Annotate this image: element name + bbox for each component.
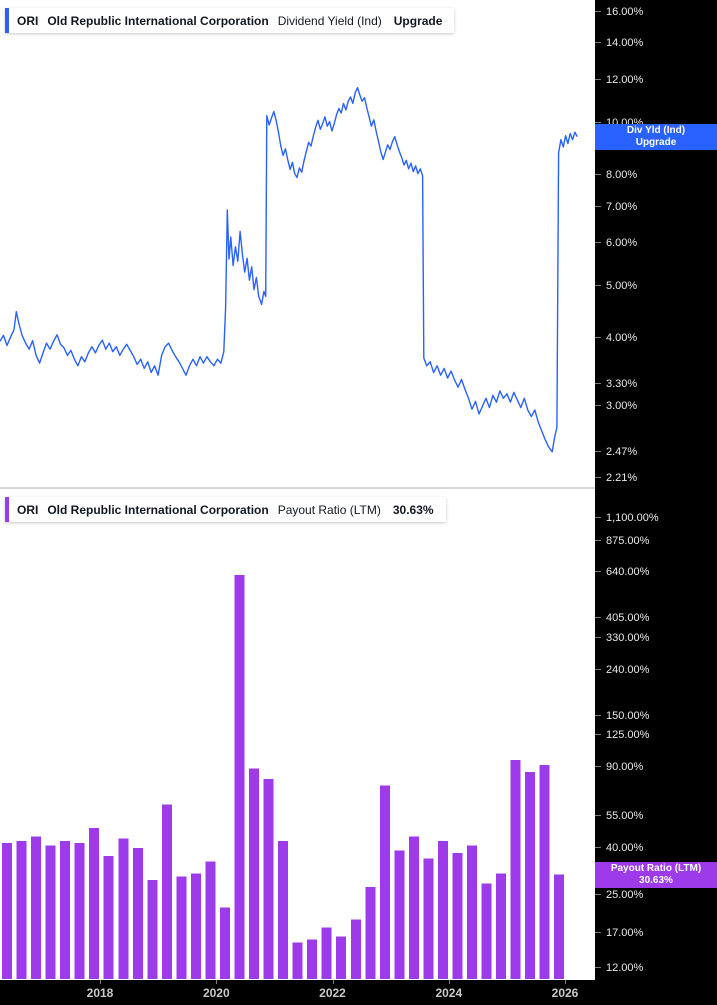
payout-ratio-bar: [321, 927, 332, 979]
y-axis-tick-label: 2.47%: [595, 445, 717, 459]
payout-ratio-bar: [205, 861, 216, 979]
payout-ratio-bar: [452, 853, 463, 979]
price-label-line1: Payout Ratio (LTM): [610, 862, 702, 874]
series-color-marker-purple: [5, 497, 9, 522]
payout-ratio-bar: [423, 858, 434, 979]
y-axis-tick-label: 6.00%: [595, 236, 717, 250]
payout-ratio-bar: [394, 850, 405, 979]
payout-ratio-bar: [525, 771, 536, 979]
payout-ratio-bar: [176, 876, 187, 979]
indicator-name: Payout Ratio (LTM): [277, 502, 381, 517]
series-color-marker-blue: [5, 8, 9, 33]
payout-ratio-bar: [118, 838, 129, 979]
y-axis-tick-label: 17.00%: [595, 926, 717, 940]
payout-ratio-bar: [539, 765, 550, 979]
payout-ratio-bar: [74, 843, 85, 979]
payout-ratio-bar: [307, 939, 318, 979]
price-label-line2: Upgrade: [635, 136, 677, 148]
payout-ratio-bar: [350, 919, 361, 979]
y-axis-tick-label: 4.00%: [595, 331, 717, 345]
y-axis-tick-label: 55.00%: [595, 809, 717, 823]
payout-ratio-bar: [60, 840, 71, 979]
x-axis-year-label: 2018: [83, 980, 117, 1000]
payout-ratio-bar: [481, 883, 492, 979]
price-scale[interactable]: Div Yld (Ind) Upgrade Payout Ratio (LTM)…: [595, 0, 717, 1005]
legend-payout-ratio[interactable]: ORI Old Republic International Corporati…: [5, 497, 446, 522]
payout-ratio-bar: [336, 936, 347, 979]
payout-ratio-bar: [249, 768, 259, 979]
pane-divider[interactable]: [0, 487, 596, 489]
x-axis-year-label: 2024: [432, 980, 466, 1000]
x-axis-year-label: 2022: [316, 980, 350, 1000]
y-axis-tick-label: 330.00%: [595, 631, 717, 645]
payout-ratio-bar: [467, 845, 477, 979]
y-axis-tick-label: 14.00%: [595, 36, 717, 50]
dividend-yield-line-series: [0, 86, 578, 453]
y-axis-tick-label: 640.00%: [595, 565, 717, 579]
y-axis-tick-label: 40.00%: [595, 841, 717, 855]
y-axis-tick-label: 12.00%: [595, 961, 717, 975]
y-axis-tick-label: 2.21%: [595, 471, 717, 485]
payout-ratio-bar: [496, 873, 507, 979]
payout-ratio-bar: [103, 855, 114, 979]
y-axis-tick-label: 5.00%: [595, 279, 717, 293]
payout-ratio-bar: [89, 827, 100, 979]
company-name: Old Republic International Corporation: [47, 13, 269, 28]
y-axis-tick-label: 875.00%: [595, 534, 717, 548]
y-axis-tick-label: 150.00%: [595, 709, 717, 723]
company-name: Old Republic International Corporation: [47, 502, 269, 517]
ticker-symbol: ORI: [17, 502, 39, 517]
payout-ratio-value: 30.63%: [392, 502, 434, 517]
y-axis-tick-label: 8.00%: [595, 168, 717, 182]
payout-ratio-bar: [31, 836, 42, 979]
price-label-div-yld: Div Yld (Ind) Upgrade: [595, 123, 717, 150]
payout-ratio-bar: [190, 873, 201, 979]
payout-ratio-bar: [132, 848, 143, 979]
indicator-name: Dividend Yield (Ind): [277, 13, 382, 28]
payout-ratio-bar: [161, 804, 172, 979]
payout-ratio-bar: [234, 575, 245, 979]
y-axis-tick-label: 240.00%: [595, 663, 717, 677]
legend-dividend-yield[interactable]: ORI Old Republic International Corporati…: [5, 8, 455, 33]
price-label-line1: Div Yld (Ind): [626, 124, 686, 136]
upgrade-link[interactable]: Upgrade: [393, 13, 443, 28]
payout-ratio-bar: [365, 887, 376, 979]
y-axis-tick-label: 12.00%: [595, 73, 717, 87]
price-label-payout-ratio: Payout Ratio (LTM) 30.63%: [595, 861, 717, 888]
y-axis-tick-label: 16.00%: [595, 5, 717, 19]
payout-ratio-bar: [408, 836, 419, 979]
payout-ratio-bar: [263, 779, 274, 979]
y-axis-tick-label: 7.00%: [595, 200, 717, 214]
payout-ratio-bar: [278, 840, 289, 979]
payout-ratio-bar: [2, 843, 12, 979]
y-axis-tick-label: 405.00%: [595, 611, 717, 625]
payout-ratio-bar: [437, 840, 448, 979]
payout-ratio-bar: [147, 880, 158, 979]
payout-ratio-bar: [554, 874, 565, 979]
y-axis-tick-label: 125.00%: [595, 728, 717, 742]
payout-ratio-bar: [379, 785, 390, 979]
payout-ratio-bar: [220, 907, 230, 979]
payout-ratio-bar: [16, 840, 27, 979]
price-label-line2: 30.63%: [639, 874, 673, 886]
y-axis-tick-label: 3.30%: [595, 377, 717, 391]
time-scale[interactable]: 2018 2020 2022 2024 2026: [0, 980, 717, 1005]
y-axis-tick-label: 3.00%: [595, 399, 717, 413]
x-axis-year-label: 2026: [548, 980, 582, 1000]
y-axis-tick-label: 25.00%: [595, 888, 717, 902]
payout-ratio-bar: [45, 845, 56, 979]
payout-ratio-bar: [292, 942, 303, 979]
y-axis-tick-label: 1,100.00%: [595, 511, 717, 525]
payout-ratio-bar: [510, 759, 521, 979]
x-axis-year-label: 2020: [199, 980, 233, 1000]
ticker-symbol: ORI: [17, 13, 39, 28]
y-axis-tick-label: 90.00%: [595, 760, 717, 774]
